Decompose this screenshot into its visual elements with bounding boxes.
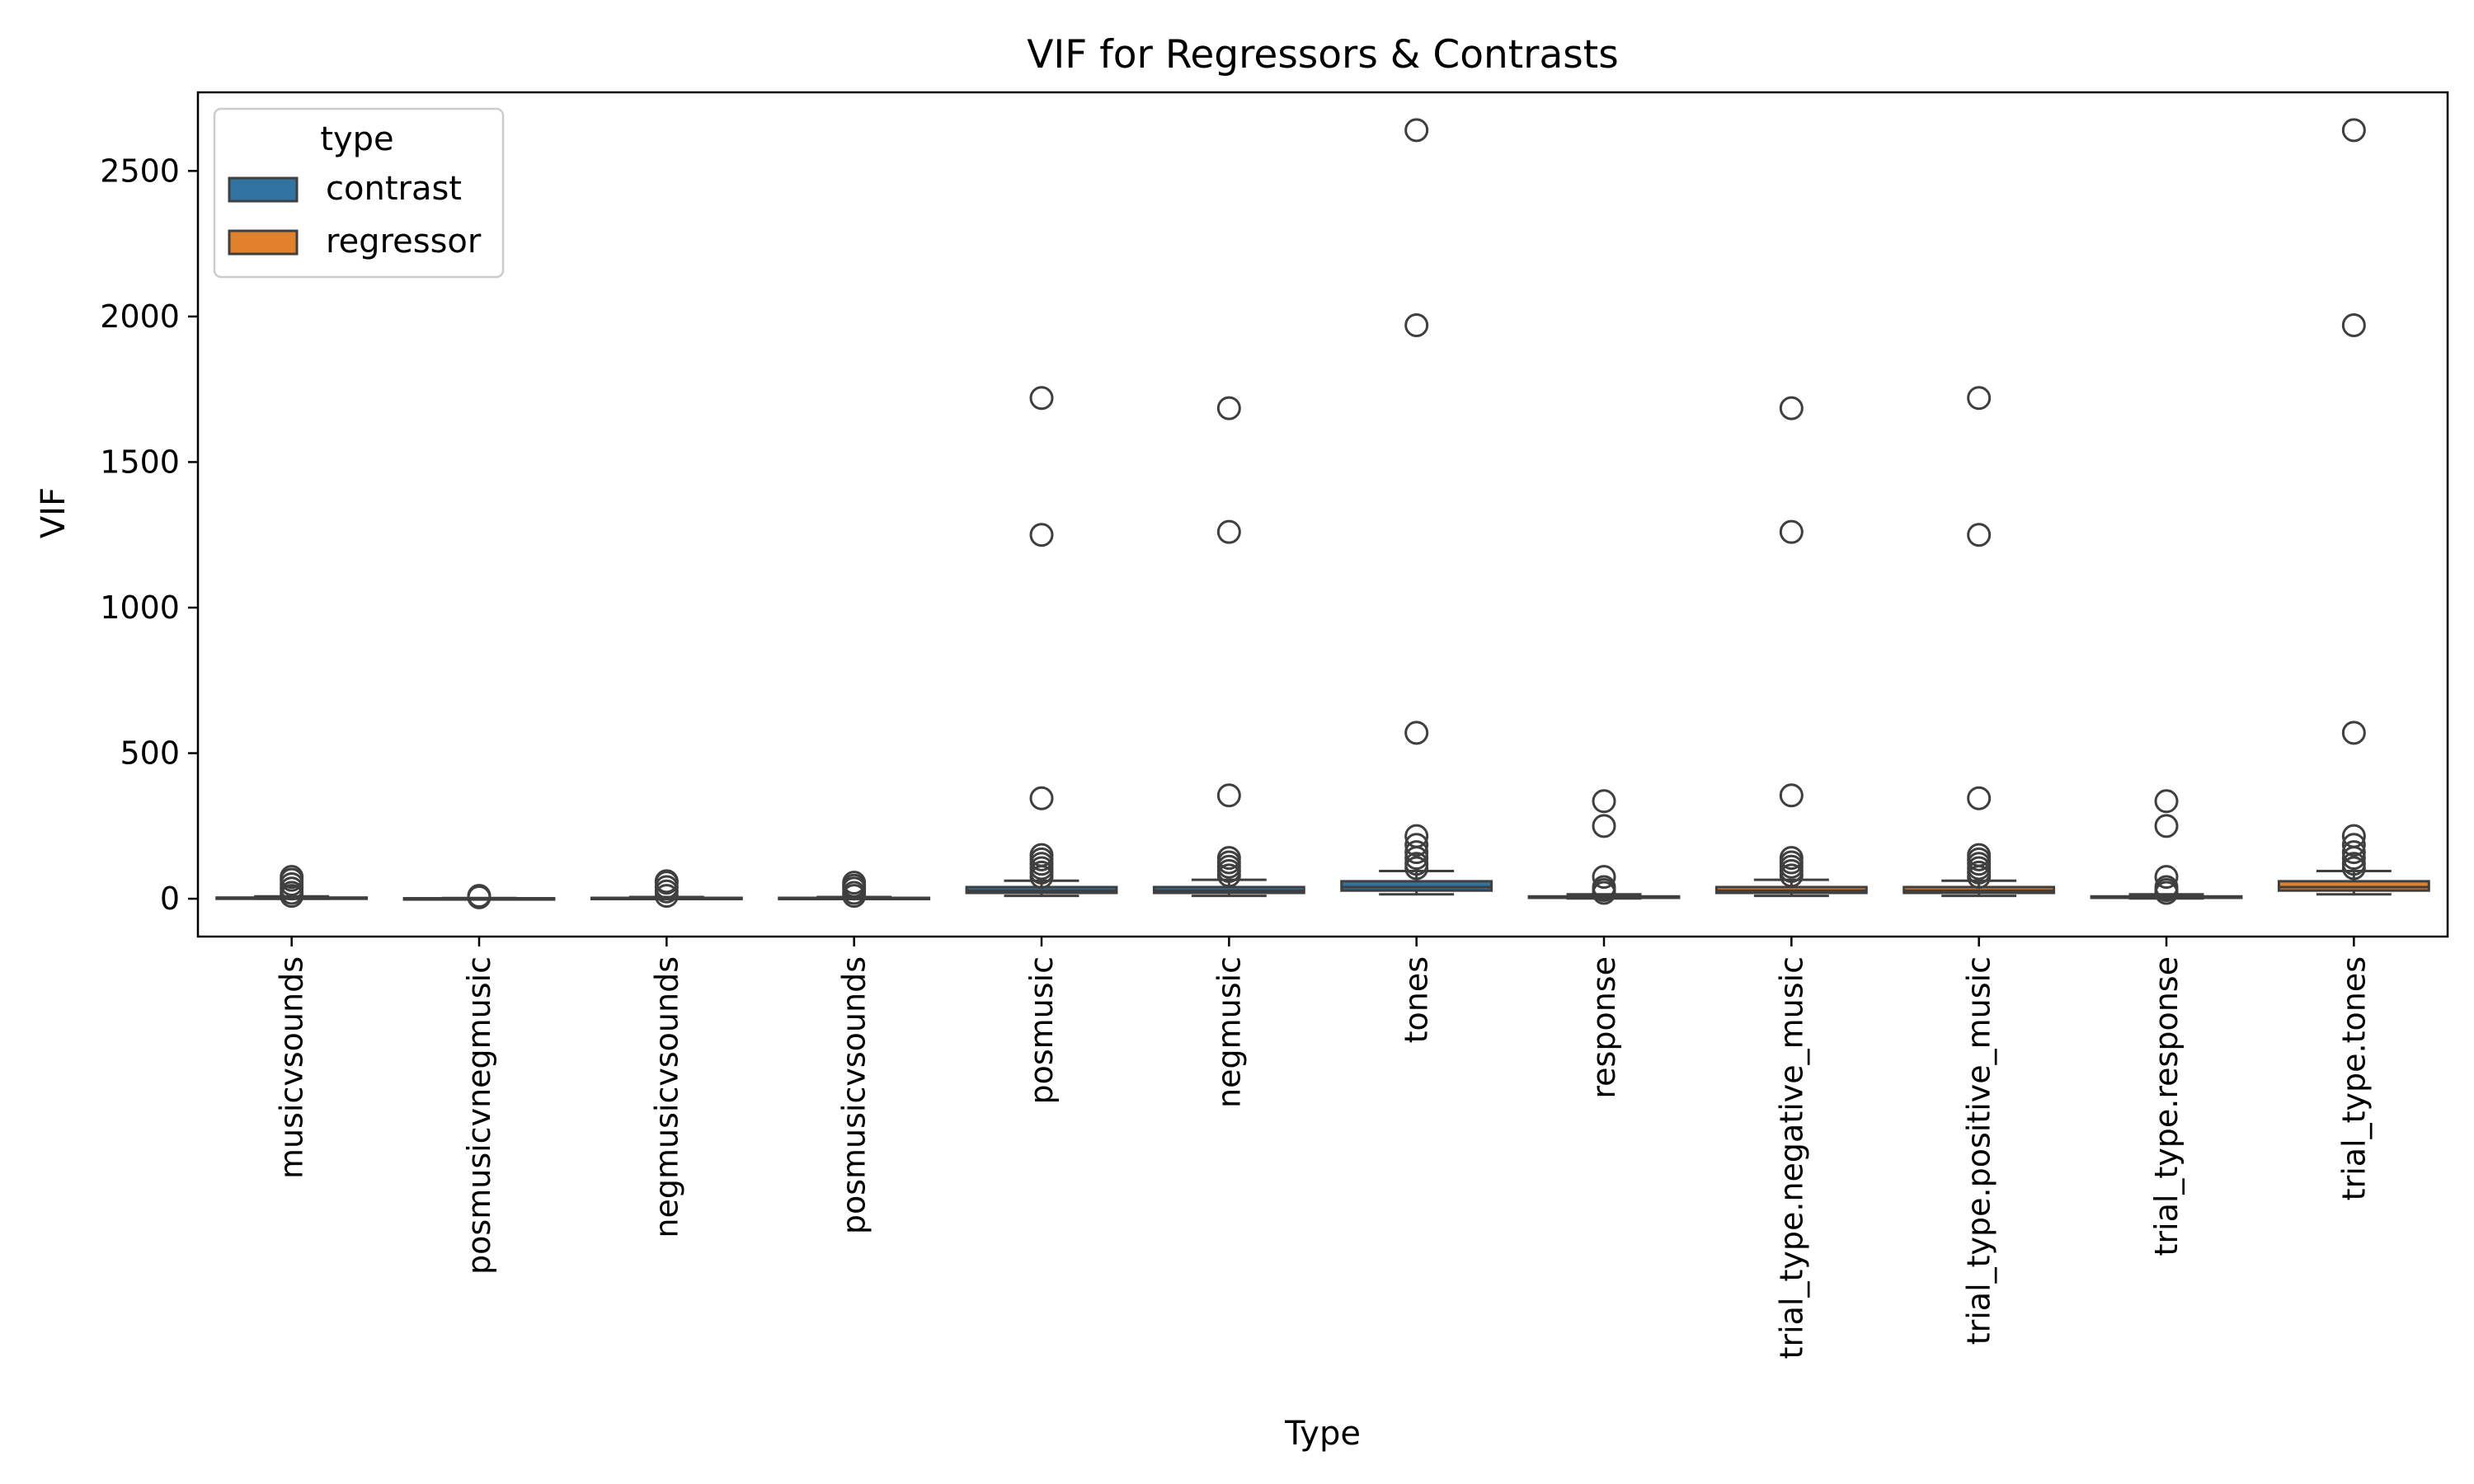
x-tick-label: trial_type.response	[2148, 956, 2185, 1256]
legend-label: regressor	[326, 223, 482, 261]
plot-frame	[196, 91, 2449, 938]
outlier-point	[2341, 852, 2366, 876]
box-response	[1527, 789, 1681, 905]
outlier-point	[1779, 783, 1804, 808]
legend-swatch	[228, 229, 299, 256]
y-axis: 0 500 1000 1500 2000 2500	[100, 153, 198, 917]
outlier-point	[2154, 814, 2179, 838]
outlier-point	[2341, 833, 2366, 857]
outlier-point	[467, 884, 492, 909]
outlier-point	[1404, 118, 1429, 143]
legend: type contrast regressor	[213, 107, 505, 279]
legend-title: type	[320, 120, 393, 158]
y-tick-label: 1500	[100, 444, 180, 480]
outlier-point	[1967, 523, 1992, 547]
outlier-point	[2154, 789, 2179, 814]
x-tick-label: response	[1586, 956, 1622, 1099]
outlier-point	[2341, 840, 2366, 865]
outlier-point	[1779, 396, 1804, 420]
y-tick-label: 2500	[100, 153, 180, 189]
x-tick-label: tones	[1399, 956, 1435, 1043]
box-trial_type.positive_music	[1903, 386, 2056, 898]
outlier-point	[1404, 721, 1429, 745]
outlier-point	[1404, 833, 1429, 857]
outlier-point	[1029, 523, 1054, 547]
outlier-point	[2341, 721, 2366, 745]
x-axis-label: Type	[1284, 1415, 1361, 1453]
box-trial_type.response	[2090, 789, 2243, 905]
outlier-point	[1779, 846, 1804, 871]
x-tick-label: posmusic	[1023, 956, 1060, 1105]
plot-area	[196, 91, 2449, 938]
outlier-point	[2341, 118, 2366, 143]
outlier-point	[1216, 783, 1241, 808]
outlier-point	[2154, 875, 2179, 899]
outlier-point	[1029, 386, 1054, 411]
outlier-point	[1404, 840, 1429, 865]
box-posmusic	[965, 386, 1118, 898]
y-tick-label: 500	[120, 735, 180, 772]
x-tick-label: trial_type.positive_music	[1961, 956, 1997, 1345]
y-tick-label: 1000	[100, 589, 180, 626]
outlier-point	[1404, 312, 1429, 337]
x-tick-label: negmusicvsounds	[648, 956, 684, 1238]
x-tick-label: negmusic	[1211, 956, 1247, 1108]
x-tick-label: trial_type.negative_music	[1773, 956, 1809, 1359]
box-trial_type.negative_music	[1714, 396, 1868, 898]
box-negmusicvsounds	[590, 869, 743, 909]
outlier-point	[1779, 519, 1804, 544]
x-axis: musicvsounds posmusicvnegmusic negmusicvso…	[274, 937, 2372, 1359]
outlier-point	[1216, 519, 1241, 544]
box-musicvsounds	[215, 865, 369, 909]
outlier-point	[1967, 843, 1992, 867]
x-tick-label: trial_type.tones	[2335, 956, 2372, 1200]
x-tick-label: posmusicvnegmusic	[461, 956, 497, 1275]
outlier-point	[2341, 824, 2366, 848]
outlier-point	[654, 869, 679, 894]
outlier-point	[1592, 789, 1616, 814]
outlier-point	[1967, 786, 1992, 810]
y-axis-label: VIF	[35, 487, 73, 538]
outlier-point	[280, 865, 304, 890]
outlier-point	[1216, 846, 1241, 871]
x-tick-label: musicvsounds	[274, 956, 310, 1179]
box-posmusicvsounds	[778, 871, 931, 909]
legend-label: contrast	[326, 170, 462, 208]
outlier-point	[1404, 824, 1429, 848]
y-tick-label: 0	[160, 881, 180, 917]
box-tones	[1340, 118, 1493, 896]
outlier-point	[2341, 312, 2366, 337]
outlier-point	[1592, 814, 1616, 838]
outlier-point	[1592, 865, 1616, 890]
outlier-point	[1029, 786, 1054, 810]
outlier-point	[1029, 843, 1054, 867]
y-tick-label: 2000	[100, 298, 180, 335]
outlier-point	[1967, 386, 1992, 411]
outlier-point	[1592, 875, 1616, 899]
chart-title: VIF for Regressors & Contrasts	[1027, 32, 1618, 77]
outlier-point	[1404, 852, 1429, 876]
box-negmusic	[1152, 396, 1305, 898]
outlier-point	[2154, 865, 2179, 890]
outlier-point	[1216, 396, 1241, 420]
box-trial_type.tones	[2277, 118, 2430, 896]
x-tick-label: posmusicvsounds	[836, 956, 872, 1234]
box-posmusicvnegmusic	[402, 884, 556, 909]
outlier-point	[842, 871, 867, 895]
legend-swatch	[228, 176, 299, 203]
